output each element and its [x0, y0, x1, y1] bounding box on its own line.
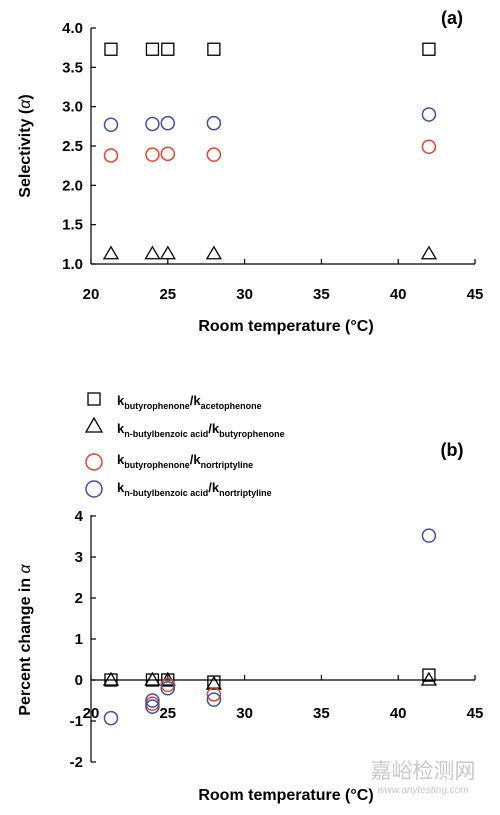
y-tick-label: -1	[70, 713, 83, 730]
y-tick-label: 4	[75, 508, 84, 525]
panel-b-label: (b)	[441, 440, 464, 460]
legend-blue-circle-marker	[85, 480, 103, 498]
triangle-marker	[420, 671, 438, 686]
circle-marker	[103, 117, 119, 133]
y-tick-label: 3.0	[62, 99, 83, 116]
circle-marker	[206, 692, 222, 707]
triangle-marker	[205, 245, 223, 260]
circle-marker	[421, 528, 437, 543]
legend-label: kbutyrophenone/knortriptyline	[117, 452, 253, 470]
panel-a-markers	[102, 42, 438, 260]
x-tick-label: 40	[390, 705, 407, 722]
square-marker	[161, 42, 175, 56]
square-marker	[104, 42, 118, 56]
triangle-marker	[205, 675, 223, 690]
panel-b-x-ticks: 20 25 30 35 40 45	[83, 675, 484, 722]
x-tick-label: 35	[313, 705, 330, 722]
circle-marker	[206, 687, 222, 702]
x-tick-label: 35	[313, 286, 330, 303]
panel-a-x-ticks: 20 25 30 35 40 45	[83, 259, 484, 303]
y-tick-label: 0	[75, 672, 83, 689]
legend-item-red-circle: kbutyrophenone/knortriptyline	[85, 452, 253, 471]
y-tick-label: 1.0	[62, 256, 83, 273]
panel-b-chart: 20 25 30 35 40 45 -2 -1 0 1 2 3 4 (b) Room temperat…	[17, 440, 483, 804]
y-tick-label: 2	[75, 590, 83, 607]
y-tick-label: 3.5	[62, 59, 83, 76]
y-tick-label: 2.0	[62, 177, 83, 194]
square-marker	[422, 668, 436, 682]
circle-marker	[206, 115, 222, 131]
circle-marker	[145, 696, 160, 712]
circle-marker	[421, 139, 437, 155]
y-tick-label: 1	[75, 631, 83, 648]
y-tick-label: 1.5	[62, 217, 83, 234]
legend-item-blue-circle: kn-butylbenzoic acid/knortriptyline	[85, 480, 272, 498]
y-tick-label: -2	[70, 754, 83, 771]
panel-a-label: (a)	[441, 8, 463, 28]
triangle-marker	[144, 245, 161, 260]
panel-a-chart: 20 25 30 35 40 45 1.0 1.5 2.0 2.5 3.0 3.5 4.0 (a) R…	[17, 8, 483, 335]
x-tick-label: 40	[390, 286, 407, 303]
y-tick-label: 3	[75, 549, 83, 566]
square-marker	[422, 42, 436, 56]
watermark: 嘉峪检测网 www.anytesting.com	[371, 760, 476, 796]
square-marker	[207, 42, 221, 56]
legend-item-square: kbutyrophenone/kacetophenone	[87, 392, 262, 411]
triangle-marker	[102, 671, 120, 686]
triangle-marker	[102, 245, 120, 260]
panel-b-markers	[102, 528, 438, 726]
circle-marker	[145, 699, 160, 714]
legend-label: kn-butylbenzoic acid/knortriptyline	[117, 480, 272, 498]
panel-b-y-axis-label: Percent change in α	[17, 563, 34, 715]
circle-marker	[421, 107, 437, 122]
legend-square-marker	[87, 392, 101, 406]
circle-marker	[103, 148, 119, 163]
triangle-marker	[420, 245, 438, 260]
circle-marker	[145, 116, 160, 132]
circle-marker	[160, 146, 176, 162]
x-tick-label: 45	[467, 286, 484, 303]
circle-marker	[103, 710, 119, 726]
circle-marker	[145, 147, 160, 162]
triangle-marker	[159, 245, 176, 260]
y-tick-label: 2.5	[62, 138, 83, 155]
x-tick-label: 30	[236, 286, 253, 303]
panel-b-y-ticks: -2 -1 0 1 2 3 4	[70, 508, 96, 771]
x-tick-label: 25	[159, 705, 176, 722]
legend: kbutyrophenone/kacetophenone kn-butylben…	[84, 392, 285, 498]
panel-b-x-axis-label: Room temperature (°C)	[198, 787, 373, 804]
legend-label: kn-butylbenzoic acid/kbutyrophenone	[117, 421, 285, 439]
watermark-text: 嘉峪检测网	[371, 760, 476, 783]
circle-marker	[160, 115, 176, 131]
legend-red-circle-marker	[85, 453, 103, 471]
circle-marker	[160, 677, 176, 693]
triangle-marker	[144, 671, 161, 686]
legend-triangle-marker	[84, 416, 104, 433]
x-tick-label: 20	[83, 705, 100, 722]
circle-marker	[160, 680, 176, 696]
panel-a-y-ticks: 1.0 1.5 2.0 2.5 3.0 3.5 4.0	[62, 20, 96, 273]
x-tick-label: 30	[236, 705, 253, 722]
watermark-url: www.anytesting.com	[377, 785, 468, 796]
x-tick-label: 45	[467, 705, 484, 722]
x-tick-label: 20	[83, 286, 100, 303]
x-tick-label: 25	[159, 286, 176, 303]
square-marker	[145, 42, 160, 56]
y-tick-label: 4.0	[62, 20, 83, 37]
circle-marker	[145, 693, 160, 708]
circle-marker	[206, 147, 222, 162]
panel-a-y-axis-label: Selectivity (α)	[17, 94, 34, 197]
legend-item-triangle: kn-butylbenzoic acid/kbutyrophenone	[84, 416, 285, 439]
panel-a-x-axis-label: Room temperature (°C)	[198, 318, 373, 335]
legend-label: kbutyrophenone/kacetophenone	[117, 393, 262, 411]
